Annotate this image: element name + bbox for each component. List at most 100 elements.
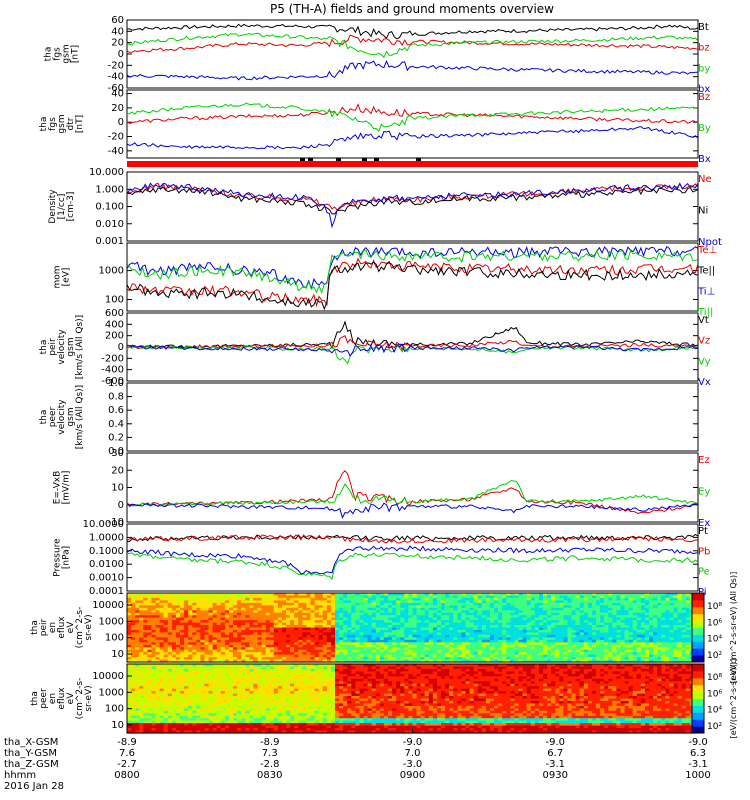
spectrogram-cell (131, 647, 136, 651)
spectrogram-cell (469, 647, 475, 651)
spectrogram-cell (477, 605, 483, 609)
spectrogram-cell (351, 610, 356, 614)
spectrogram-cell (167, 615, 173, 619)
spectrogram-cell (645, 620, 650, 624)
spectrogram-cell (412, 615, 418, 619)
spectrogram-cell (636, 644, 642, 648)
spectrogram-cell (163, 610, 169, 614)
spectrogram-cell (473, 602, 479, 606)
spectrogram-cell (404, 634, 409, 638)
spectrogram-cell (220, 691, 226, 695)
spectrogram-cell (237, 678, 242, 682)
spectrogram-cell (159, 718, 165, 722)
spectrogram-cell (143, 676, 148, 680)
spectrogram-cell (339, 647, 344, 651)
ylabel-line: peer (39, 688, 49, 709)
spectrogram-cell (388, 639, 393, 643)
spectrogram-cell (473, 620, 479, 624)
spectrogram-cell (445, 595, 450, 599)
spectrogram-cell (167, 725, 173, 729)
spectrogram-cell (151, 688, 157, 692)
spectrogram-cell (229, 668, 234, 672)
spectrogram-cell (494, 644, 499, 648)
spectrogram-cell (208, 600, 214, 604)
spectrogram-cell (604, 620, 609, 624)
spectrogram-cell (286, 657, 291, 661)
spectrogram-cell (155, 723, 161, 727)
spectrogram-cell (371, 654, 377, 658)
spectrogram-cell (351, 632, 356, 636)
spectrogram-cell (318, 622, 324, 626)
spectrogram-cell (428, 632, 434, 636)
spectrogram-cell (294, 634, 299, 638)
spectrogram-cell (412, 637, 418, 641)
spectrogram-cell (681, 597, 687, 601)
spectrogram-cell (547, 595, 552, 599)
spectrogram-cell (290, 627, 295, 631)
spectrogram-cell (538, 620, 544, 624)
spectrogram-cell (559, 617, 564, 621)
spectrogram-cell (188, 647, 193, 651)
spectrogram-cell (180, 657, 185, 661)
spectrogram-cell (494, 637, 499, 641)
spectrogram-cell (167, 710, 173, 714)
spectrogram-cell (171, 620, 177, 624)
spectrogram-cell (322, 617, 328, 621)
spectrogram-cell (392, 600, 397, 604)
spectrogram-cell (306, 657, 312, 661)
spectrogram-cell (167, 698, 173, 702)
spectrogram-cell (159, 691, 165, 695)
spectrogram-cell (640, 642, 646, 646)
spectrogram-cell (171, 701, 177, 705)
spectrogram-cell (273, 593, 279, 597)
spectrogram-cell (481, 627, 487, 631)
spectrogram-cell (681, 642, 687, 646)
spectrogram-cell (167, 723, 173, 727)
spectrogram-cell (649, 612, 654, 616)
spectrogram-cell (330, 605, 336, 609)
spectrogram-cell (220, 673, 226, 677)
spectrogram-cell (547, 634, 552, 638)
spectrogram-cell (249, 612, 255, 616)
spectrogram-cell (596, 649, 601, 653)
spectrogram-cell (469, 634, 475, 638)
spectrogram-cell (241, 625, 246, 629)
spectrogram-cell (551, 615, 556, 619)
spectrogram-cell (604, 627, 609, 631)
spectrogram-cell (224, 673, 230, 677)
spectrogram-cell (645, 605, 650, 609)
spectrogram-cell (543, 639, 548, 643)
spectrogram-cell (559, 625, 564, 629)
spectrogram-cell (282, 642, 287, 646)
spectrogram-cell (498, 620, 503, 624)
spectrogram-cell (669, 625, 675, 629)
ylabel-line: (cm^2-s- (75, 678, 85, 720)
spectrogram-cell (547, 644, 552, 648)
spectrogram-cell (649, 607, 654, 611)
spectrogram-cell (184, 657, 189, 661)
spectrogram-cell (151, 673, 157, 677)
spectrogram-cell (445, 632, 450, 636)
spectrogram-cell (404, 659, 409, 663)
spectrogram-cell (669, 630, 675, 634)
spectrogram-cell (665, 654, 671, 658)
spectrogram-cell (273, 649, 279, 653)
ytick-label: 1000 (99, 616, 124, 627)
spectrogram-cell (233, 602, 238, 606)
spectrogram-cell (371, 630, 377, 634)
spectrogram-cell (175, 625, 181, 629)
spectrogram-cell (518, 612, 524, 616)
spectrogram-cell (579, 620, 585, 624)
spectrogram-cell (645, 617, 650, 621)
spectrogram-cell (673, 602, 679, 606)
spectrogram-cell (224, 693, 230, 697)
spectrogram-cell (636, 627, 642, 631)
spectrogram-cell (355, 644, 361, 648)
spectrogram-cell (494, 602, 499, 606)
spectrogram-cell (151, 615, 157, 619)
spectrogram-cell (416, 610, 422, 614)
spectrogram-cell (167, 632, 173, 636)
spectrogram-cell (171, 602, 177, 606)
spectrogram-cell (204, 718, 210, 722)
